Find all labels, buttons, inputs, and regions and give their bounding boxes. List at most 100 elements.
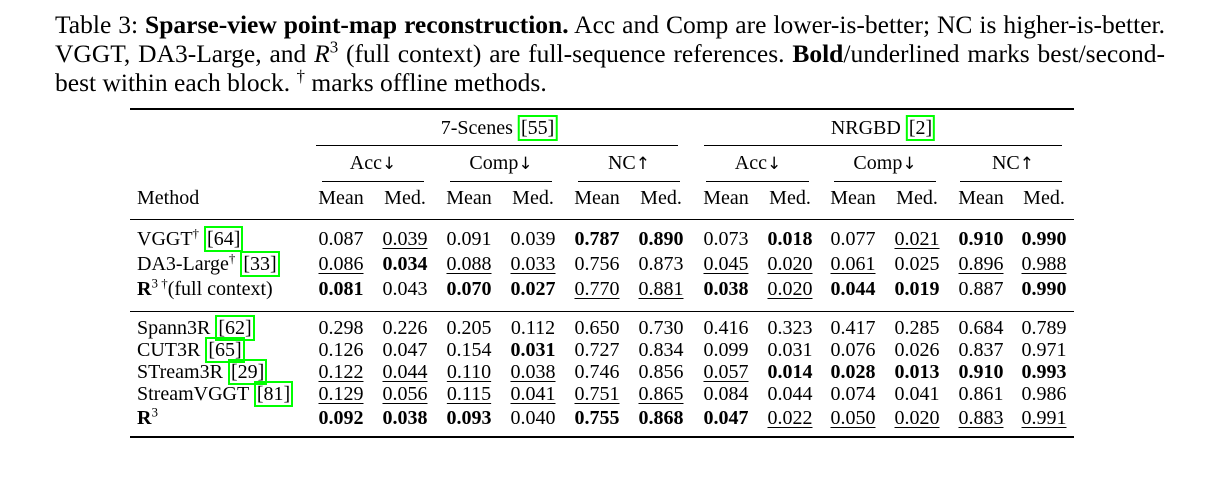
results-table: 7-Scenes [55] NRGBD [2] Acc↓ Comp↓ NC↑ Acc↓…: [130, 108, 1074, 440]
table-cell: 0.787: [574, 228, 620, 250]
table-cell: 0.887: [958, 278, 1004, 300]
table-cell: 0.115: [446, 383, 492, 405]
table-cell: 0.028: [830, 361, 876, 383]
table-cell: 0.044: [830, 278, 876, 300]
table-cell: 0.416: [703, 317, 749, 339]
citation-link[interactable]: [55]: [517, 115, 558, 141]
citation-link[interactable]: [2]: [905, 115, 936, 141]
table-cell: 0.086: [318, 253, 364, 275]
caption-r3-sup: 3: [329, 37, 339, 57]
table-caption: Table 3: Sparse-view point-map reconstru…: [55, 10, 1165, 97]
table-cell: 0.881: [638, 278, 684, 300]
stat-header: Mean: [830, 187, 876, 209]
caption-text-3: /underlined marks best/second-best withi…: [55, 39, 1165, 97]
method-name: DA3-Large† [33]: [137, 251, 280, 277]
table-cell: 0.021: [894, 228, 940, 250]
metric-header: Comp↓: [853, 152, 917, 174]
table-cell: 0.727: [574, 339, 620, 361]
table-cell: 0.990: [1021, 228, 1067, 250]
table-cell: 0.044: [382, 361, 428, 383]
table-cell: 0.112: [510, 317, 556, 339]
table-cell: 0.027: [510, 278, 556, 300]
table-cell: 0.890: [638, 228, 684, 250]
table-cell: 0.910: [958, 361, 1004, 383]
table-cell: 0.991: [1021, 407, 1067, 429]
table-cell: 0.026: [894, 339, 940, 361]
table-cell: 0.755: [574, 407, 620, 429]
table-cell: 0.031: [767, 339, 813, 361]
citation-link[interactable]: [29]: [227, 359, 268, 385]
caption-label: Table 3:: [55, 10, 139, 39]
table-cell: 0.986: [1021, 383, 1067, 405]
metric-header: Acc↓: [349, 152, 397, 174]
table-cell: 0.074: [830, 383, 876, 405]
table-cell: 0.099: [703, 339, 749, 361]
table-cell: 0.110: [446, 361, 492, 383]
table-cell: 0.756: [574, 253, 620, 275]
table-cell: 0.837: [958, 339, 1004, 361]
caption-text-4: marks offline methods.: [304, 68, 547, 97]
metric-underline: [578, 181, 680, 182]
table-cell: 0.013: [894, 361, 940, 383]
method-name: VGGT† [64]: [137, 226, 244, 252]
table-cell: 0.022: [767, 407, 813, 429]
table-cell: 0.650: [574, 317, 620, 339]
bottom-rule: [130, 436, 1074, 438]
table-cell: 0.865: [638, 383, 684, 405]
table-cell: 0.868: [638, 407, 684, 429]
caption-bold-word: Bold: [792, 39, 844, 68]
table-cell: 0.070: [446, 278, 492, 300]
table-cell: 0.047: [382, 339, 428, 361]
table-cell: 0.993: [1021, 361, 1067, 383]
citation-link[interactable]: [64]: [204, 226, 244, 252]
stat-header: Med.: [896, 187, 938, 209]
table-cell: 0.088: [446, 253, 492, 275]
method-name: Spann3R [62]: [137, 315, 255, 341]
table-cell: 0.896: [958, 253, 1004, 275]
citation-link[interactable]: [65]: [205, 337, 245, 363]
table-cell: 0.205: [446, 317, 492, 339]
citation-link[interactable]: [81]: [253, 381, 294, 407]
table-cell: 0.041: [894, 383, 940, 405]
table-cell: 0.019: [894, 278, 940, 300]
table-cell: 0.285: [894, 317, 940, 339]
table-cell: 0.910: [958, 228, 1004, 250]
table-cell: 0.047: [703, 407, 749, 429]
table-cell: 0.883: [958, 407, 1004, 429]
stat-header: Mean: [703, 187, 749, 209]
table-cell: 0.038: [703, 278, 749, 300]
table-cell: 0.050: [830, 407, 876, 429]
table-cell: 0.045: [703, 253, 749, 275]
table-cell: 0.057: [703, 361, 749, 383]
table-cell: 0.039: [510, 228, 556, 250]
table-cell: 0.025: [894, 253, 940, 275]
citation-link[interactable]: [33]: [240, 251, 280, 277]
table-cell: 0.038: [510, 361, 556, 383]
metric-header: Acc↓: [734, 152, 782, 174]
method-header: Method: [137, 187, 200, 209]
citation-link[interactable]: [62]: [215, 315, 255, 341]
table-cell: 0.154: [446, 339, 492, 361]
table-cell: 0.081: [318, 278, 364, 300]
table-cell: 0.018: [767, 228, 813, 250]
table-cell: 0.746: [574, 361, 620, 383]
table-cell: 0.971: [1021, 339, 1067, 361]
table-cell: 0.770: [574, 278, 620, 300]
table-cell: 0.122: [318, 361, 364, 383]
table-cell: 0.034: [382, 253, 428, 275]
method-name: StreamVGGT [81]: [137, 381, 294, 407]
table-cell: 0.323: [767, 317, 813, 339]
table-cell: 0.043: [382, 278, 428, 300]
stat-header: Med.: [640, 187, 682, 209]
table-cell: 0.033: [510, 253, 556, 275]
table-cell: 0.020: [767, 278, 813, 300]
caption-text-2: (full context) are full-sequence referen…: [338, 39, 793, 68]
method-name: STream3R [29]: [137, 359, 268, 385]
table-cell: 0.129: [318, 383, 364, 405]
stat-header: Mean: [446, 187, 492, 209]
table-cell: 0.014: [767, 361, 813, 383]
stat-header: Mean: [958, 187, 1004, 209]
method-name: CUT3R [65]: [137, 337, 245, 363]
caption-dagger: †: [296, 66, 305, 86]
table-cell: 0.861: [958, 383, 1004, 405]
